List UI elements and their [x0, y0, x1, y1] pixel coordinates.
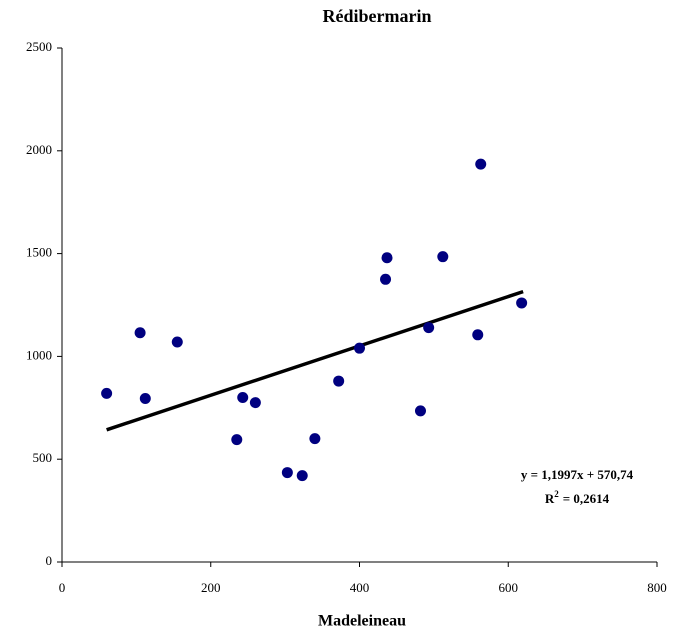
y-tick-label: 500	[33, 450, 53, 465]
point	[516, 297, 528, 309]
point	[309, 433, 321, 445]
y-tick-label: 2000	[26, 142, 52, 157]
point	[296, 470, 308, 482]
y-tick-label: 2500	[26, 39, 52, 54]
y-tick-label: 1500	[26, 245, 52, 260]
point	[134, 327, 146, 339]
point	[437, 251, 449, 263]
x-tick-label: 600	[499, 580, 519, 595]
point	[281, 467, 293, 479]
trendline	[106, 289, 524, 432]
point	[475, 158, 487, 170]
x-tick-label: 800	[647, 580, 667, 595]
r-squared: R2 = 0,2614	[545, 489, 610, 506]
r2-base: R	[545, 491, 555, 506]
point	[414, 405, 426, 417]
point	[249, 397, 261, 409]
y-tick-label: 1000	[26, 347, 52, 362]
x-tick-label: 200	[201, 580, 221, 595]
point	[171, 336, 183, 348]
point	[354, 342, 365, 354]
point	[333, 375, 345, 387]
y-tick-label: 0	[46, 553, 53, 568]
x-tick-label: 400	[350, 580, 370, 595]
point	[101, 387, 113, 399]
point	[423, 322, 435, 334]
x-axis-label: Madeleineau	[318, 613, 406, 630]
point	[381, 252, 393, 264]
point	[231, 434, 243, 446]
chart-title: Rédibermarin	[323, 6, 432, 26]
trend-equation: y = 1,1997x + 570,74	[521, 467, 634, 482]
r2-superscript: 2	[554, 489, 559, 499]
r2-text: = 0,2614	[563, 491, 610, 506]
point	[139, 393, 151, 405]
point	[472, 329, 484, 341]
point	[380, 273, 392, 285]
x-tick-label: 0	[59, 580, 66, 595]
point	[237, 392, 249, 404]
